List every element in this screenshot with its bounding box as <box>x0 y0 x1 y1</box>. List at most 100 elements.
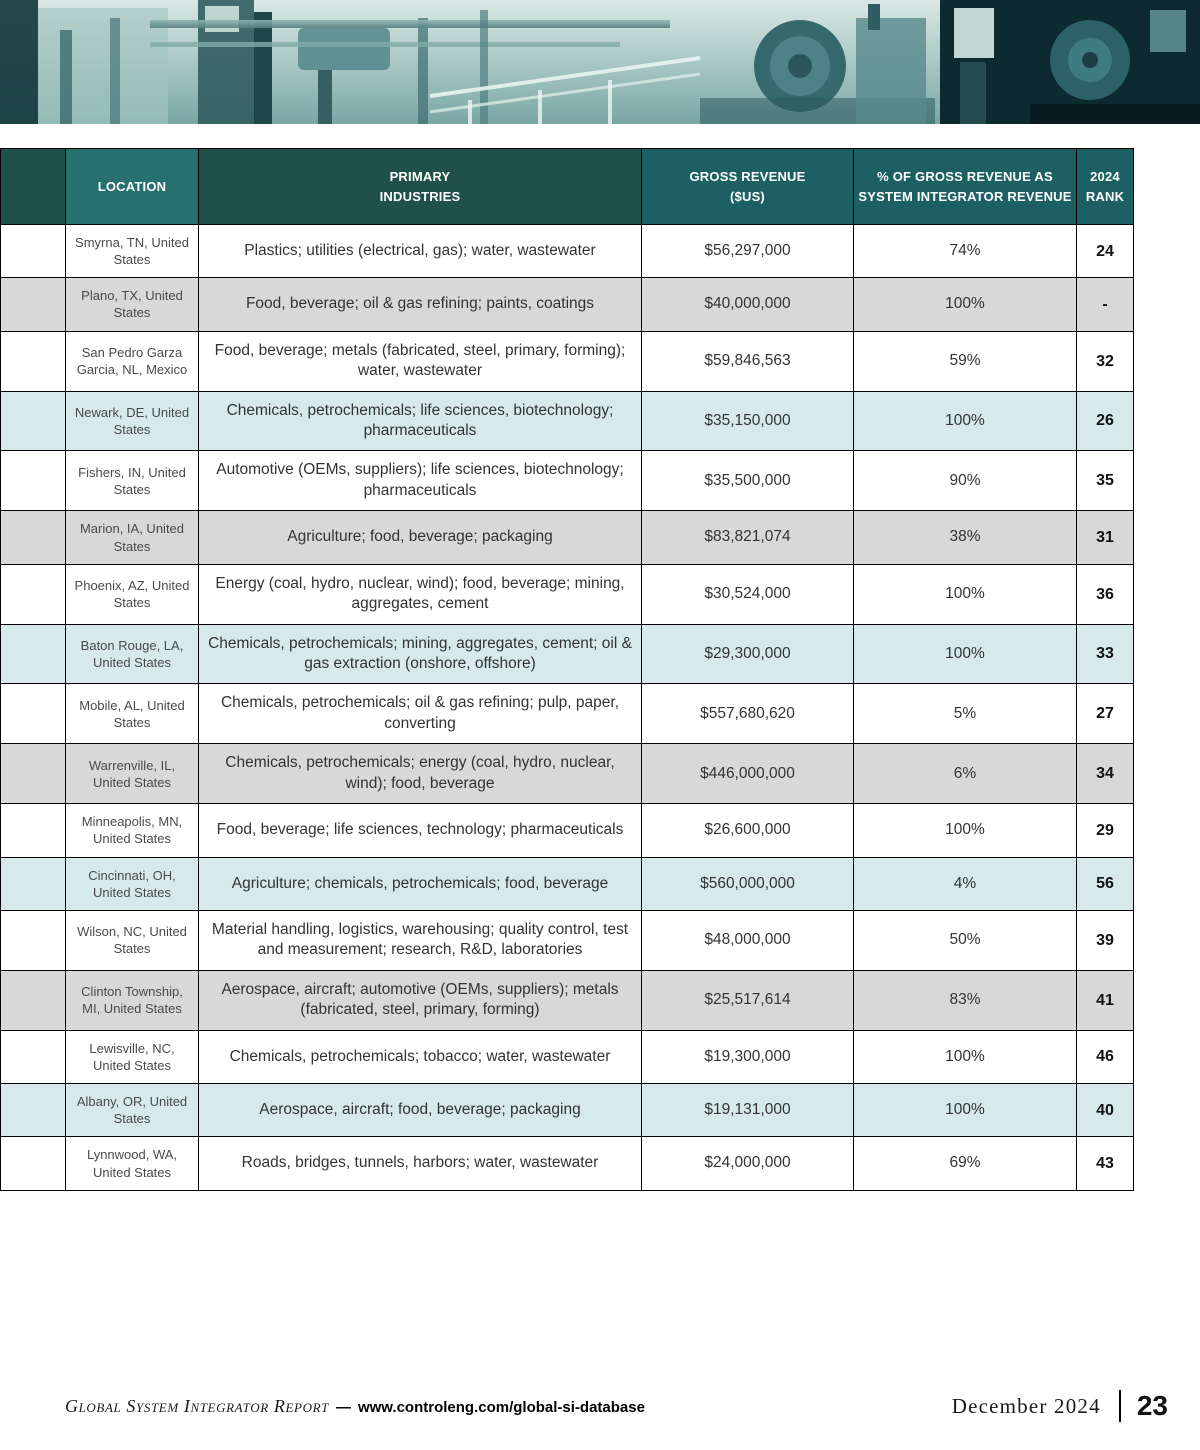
header-revenue: GROSS REVENUE ($US) <box>641 148 854 225</box>
industries-cell: Chemicals, petrochemicals; mining, aggre… <box>198 623 642 685</box>
revenue-cell: $40,000,000 <box>641 277 854 332</box>
revenue-cell: $19,131,000 <box>641 1083 854 1138</box>
revenue-cell: $83,821,074 <box>641 510 854 565</box>
footer-right: December 2024 23 <box>952 1390 1168 1422</box>
rank-cell: 39 <box>1076 909 1134 971</box>
rank-cell: 41 <box>1076 969 1134 1031</box>
location-cell: Cincinnati, OH, United States <box>65 856 199 911</box>
footer-url-link[interactable]: www.controleng.com/global-si-database <box>357 1398 645 1416</box>
footer-date: December 2024 <box>951 1393 1101 1418</box>
rank-cell: 36 <box>1076 563 1134 625</box>
header-industries: PRIMARY INDUSTRIES <box>198 148 642 225</box>
revenue-cell: $25,517,614 <box>641 969 854 1031</box>
percent-cell: 4% <box>853 856 1077 911</box>
industries-cell: Agriculture; chemicals, petrochemicals; … <box>198 856 642 911</box>
revenue-cell: $35,500,000 <box>641 450 854 512</box>
industries-cell: Energy (coal, hydro, nuclear, wind); foo… <box>198 563 642 625</box>
table-row: Lewisville, NC, United States Chemicals,… <box>0 1029 1134 1085</box>
industries-cell: Food, beverage; metals (fabricated, stee… <box>198 330 642 392</box>
table-row: San Pedro Garza Garcia, NL, Mexico Food,… <box>0 330 1134 392</box>
percent-cell: 5% <box>853 683 1077 745</box>
location-cell: San Pedro Garza Garcia, NL, Mexico <box>65 330 199 392</box>
industries-cell: Automotive (OEMs, suppliers); life scien… <box>198 450 642 512</box>
table-row: Mobile, AL, United States Chemicals, pet… <box>0 683 1134 745</box>
footer-divider <box>1118 1390 1121 1422</box>
table-row: Newark, DE, United States Chemicals, pet… <box>0 390 1134 452</box>
table-row: Minneapolis, MN, United States Food, bev… <box>0 803 1134 858</box>
location-cell: Phoenix, AZ, United States <box>65 563 199 625</box>
location-cell: Warrenville, IL, United States <box>65 743 199 805</box>
percent-cell: 100% <box>853 623 1077 685</box>
industries-cell: Plastics; utilities (electrical, gas); w… <box>198 223 642 279</box>
revenue-cell: $35,150,000 <box>641 390 854 452</box>
rank-cell: 46 <box>1076 1029 1134 1085</box>
location-cell: Lewisville, NC, United States <box>65 1029 199 1085</box>
table-row: Baton Rouge, LA, United States Chemicals… <box>0 623 1134 685</box>
location-cell: Minneapolis, MN, United States <box>65 803 199 858</box>
blank-cell <box>0 510 66 565</box>
blank-cell <box>0 803 66 858</box>
percent-cell: 50% <box>853 909 1077 971</box>
rank-cell: 24 <box>1076 223 1134 279</box>
industries-cell: Agriculture; food, beverage; packaging <box>198 510 642 565</box>
revenue-cell: $557,680,620 <box>641 683 854 745</box>
revenue-cell: $19,300,000 <box>641 1029 854 1085</box>
location-cell: Clinton Township, MI, United States <box>65 969 199 1031</box>
rank-cell: 33 <box>1076 623 1134 685</box>
rank-cell: 56 <box>1076 856 1134 911</box>
rank-cell: 43 <box>1076 1136 1134 1191</box>
rank-cell: 40 <box>1076 1083 1134 1138</box>
revenue-cell: $560,000,000 <box>641 856 854 911</box>
percent-cell: 100% <box>853 390 1077 452</box>
revenue-cell: $446,000,000 <box>641 743 854 805</box>
industries-cell: Aerospace, aircraft; automotive (OEMs, s… <box>198 969 642 1031</box>
rank-cell: 34 <box>1076 743 1134 805</box>
revenue-cell: $26,600,000 <box>641 803 854 858</box>
location-cell: Fishers, IN, United States <box>65 450 199 512</box>
table-row: Cincinnati, OH, United States Agricultur… <box>0 856 1134 911</box>
percent-cell: 100% <box>853 277 1077 332</box>
industries-cell: Chemicals, petrochemicals; energy (coal,… <box>198 743 642 805</box>
location-cell: Lynnwood, WA, United States <box>65 1136 199 1191</box>
location-cell: Newark, DE, United States <box>65 390 199 452</box>
revenue-cell: $24,000,000 <box>641 1136 854 1191</box>
percent-cell: 100% <box>853 1029 1077 1085</box>
page-number: 23 <box>1136 1390 1168 1421</box>
header-rank: 2024 RANK <box>1076 148 1134 225</box>
table-row: Wilson, NC, United States Material handl… <box>0 909 1134 971</box>
blank-cell <box>0 1136 66 1191</box>
table-row: Fishers, IN, United States Automotive (O… <box>0 450 1134 512</box>
report-title: Global System Integrator Report <box>65 1395 329 1416</box>
table-row: Warrenville, IL, United States Chemicals… <box>0 743 1134 805</box>
plant-photo-illustration <box>0 0 1200 124</box>
table-row: Smyrna, TN, United States Plastics; util… <box>0 223 1134 279</box>
revenue-cell: $56,297,000 <box>641 223 854 279</box>
industries-cell: Food, beverage; life sciences, technolog… <box>198 803 642 858</box>
rank-cell: 26 <box>1076 390 1134 452</box>
rank-cell: 35 <box>1076 450 1134 512</box>
table-row: Albany, OR, United States Aerospace, air… <box>0 1083 1134 1138</box>
location-cell: Wilson, NC, United States <box>65 909 199 971</box>
table-body: Smyrna, TN, United States Plastics; util… <box>0 223 1134 1191</box>
revenue-cell: $48,000,000 <box>641 909 854 971</box>
blank-cell <box>0 563 66 625</box>
table-row: Plano, TX, United States Food, beverage;… <box>0 277 1134 332</box>
header-location: LOCATION <box>65 148 199 225</box>
header-percent: % OF GROSS REVENUE AS SYSTEM INTEGRATOR … <box>853 148 1077 225</box>
location-cell: Marion, IA, United States <box>65 510 199 565</box>
header-blank <box>0 148 66 225</box>
page-footer: Global System Integrator Report — www.co… <box>65 1390 1168 1422</box>
blank-cell <box>0 277 66 332</box>
blank-cell <box>0 1083 66 1138</box>
rank-cell: 29 <box>1076 803 1134 858</box>
revenue-cell: $59,846,563 <box>641 330 854 392</box>
percent-cell: 69% <box>853 1136 1077 1191</box>
blank-cell <box>0 223 66 279</box>
percent-cell: 100% <box>853 803 1077 858</box>
industries-cell: Chemicals, petrochemicals; tobacco; wate… <box>198 1029 642 1085</box>
location-cell: Baton Rouge, LA, United States <box>65 623 199 685</box>
revenue-cell: $30,524,000 <box>641 563 854 625</box>
percent-cell: 100% <box>853 1083 1077 1138</box>
integrator-table: LOCATION PRIMARY INDUSTRIES GROSS REVENU… <box>0 148 1134 1191</box>
